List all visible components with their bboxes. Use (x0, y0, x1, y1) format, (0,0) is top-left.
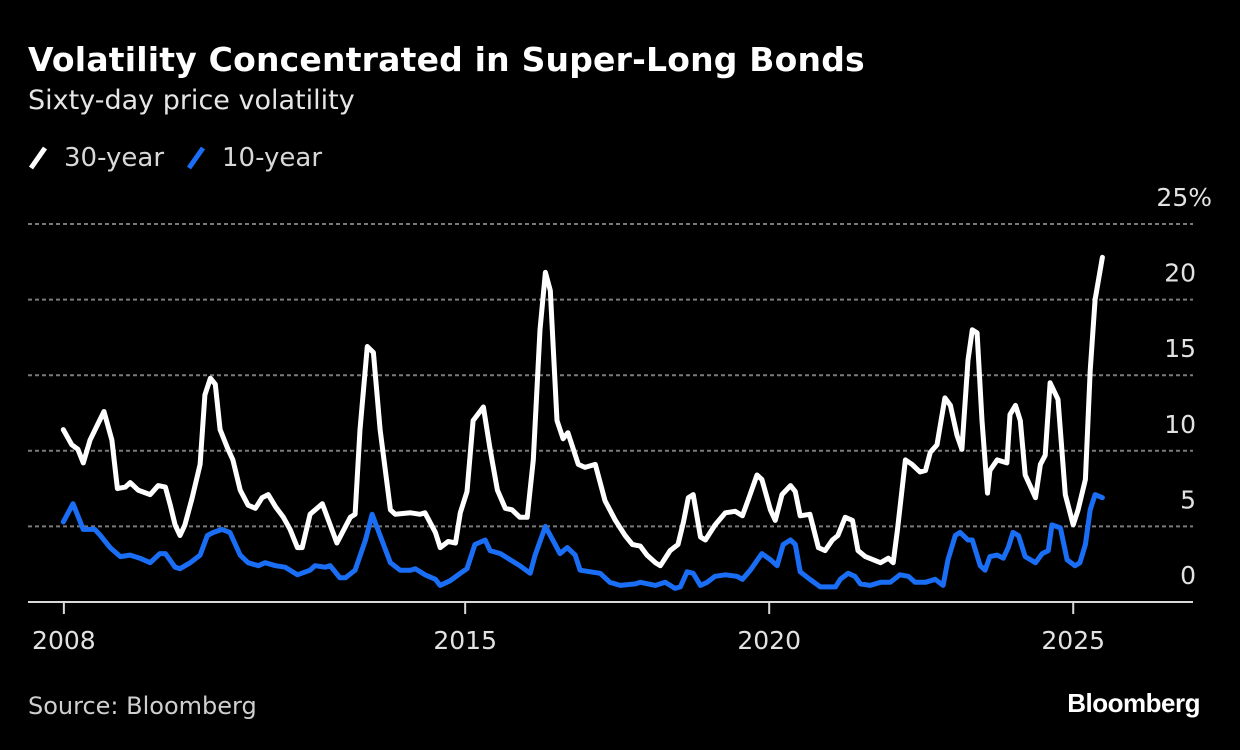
y-tick-label: 10 (1164, 410, 1196, 439)
legend-swatch-30-year-icon (28, 146, 48, 170)
chart-title: Volatility Concentrated in Super-Long Bo… (28, 40, 865, 79)
legend-swatch-30-year-line (28, 146, 48, 170)
x-tick-label: 2020 (737, 626, 801, 655)
x-tick-label: 2015 (433, 626, 497, 655)
legend: 30-year 10-year (28, 140, 344, 176)
x-tick-label: 2008 (32, 626, 96, 655)
y-tick-label: 20 (1164, 259, 1196, 288)
y-tick-label: 25% (1156, 183, 1212, 212)
axis-layer (28, 601, 1193, 614)
legend-item-30-year: 30-year (28, 143, 164, 173)
y-tick-label: 15 (1164, 334, 1196, 363)
legend-swatch-10-year-icon (186, 146, 206, 170)
series-layer (60, 254, 1105, 591)
label-layer: 0 5 10 15 20 25% 2008 2015 2020 2025 (32, 183, 1212, 655)
x-tick-label: 2025 (1041, 626, 1105, 655)
chart-subtitle: Sixty-day price volatility (28, 85, 355, 116)
source-note: Source: Bloomberg (28, 692, 257, 720)
legend-swatch-10-year-line (186, 146, 206, 170)
grid-layer (28, 223, 1193, 528)
y-tick-label: 5 (1180, 485, 1196, 514)
bloomberg-logo: Bloomberg (1067, 688, 1200, 718)
series-line-30-year (60, 254, 1105, 569)
legend-label-10-year: 10-year (222, 143, 323, 173)
legend-label-30-year: 30-year (64, 143, 165, 173)
series-line-10-year (60, 492, 1105, 591)
legend-item-10-year: 10-year (186, 143, 322, 173)
y-tick-label: 0 (1180, 561, 1196, 590)
